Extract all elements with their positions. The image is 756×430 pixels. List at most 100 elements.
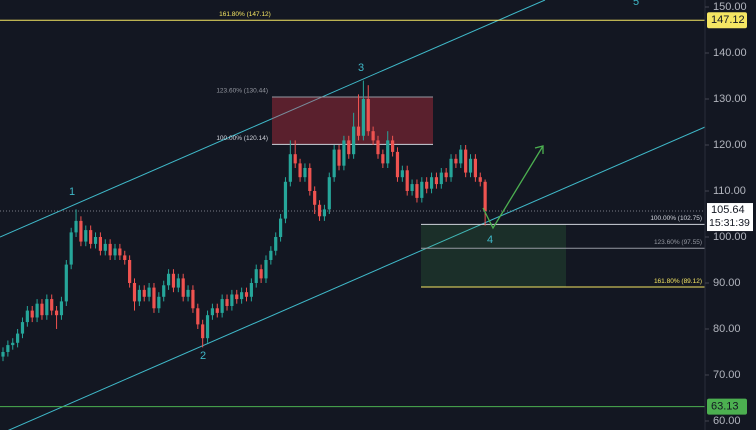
candle-body <box>225 299 229 306</box>
candle-body <box>240 292 244 300</box>
candle-body <box>444 172 448 178</box>
candle-body <box>298 163 302 178</box>
y-tick-label: 100.00 <box>713 231 747 243</box>
wave-label: 3 <box>358 62 364 74</box>
y-tick-label: 80.00 <box>713 323 741 335</box>
candle-body <box>356 126 361 136</box>
candle-body <box>210 308 215 316</box>
candle-body <box>89 230 93 244</box>
candle-body <box>93 236 98 244</box>
candle-body <box>293 154 297 164</box>
candle-body <box>400 170 404 178</box>
candle-body <box>137 289 141 302</box>
candle-body <box>347 140 351 155</box>
candle-body <box>74 220 78 233</box>
candle-body <box>322 209 327 217</box>
fib-label: 123.60% (97.55) <box>654 239 702 246</box>
price-tag-label: 63.13 <box>711 400 739 412</box>
candle-body <box>249 282 253 297</box>
wave-label: 1 <box>69 186 75 198</box>
candle-body <box>40 303 44 316</box>
candle-body <box>64 264 68 302</box>
candle-body <box>132 282 137 302</box>
candle-body <box>337 149 341 166</box>
candle-body <box>181 278 185 297</box>
candle-body <box>376 140 380 155</box>
last-price-label: 105.64 <box>711 204 745 216</box>
candle-body <box>113 248 117 256</box>
candle-body <box>244 292 249 297</box>
candle-body <box>6 345 10 352</box>
candle-body <box>283 181 288 219</box>
fib-zone <box>421 224 566 288</box>
candle-body <box>429 177 434 189</box>
y-tick-label: 140.00 <box>713 47 747 59</box>
candle-body <box>201 324 205 339</box>
candle-body <box>405 170 409 191</box>
candle-body <box>386 140 390 164</box>
fib-label: 123.60% (130.44) <box>216 88 268 95</box>
candle-body <box>98 236 102 251</box>
candle-body <box>16 333 20 343</box>
candle-body <box>269 250 273 260</box>
price-tag <box>707 398 747 415</box>
candle-body <box>103 243 107 251</box>
candle-body <box>332 149 336 178</box>
wave-label: 5 <box>633 0 639 8</box>
candle-body <box>35 303 39 318</box>
candle-body <box>454 158 458 164</box>
candle-body <box>235 294 239 300</box>
arrow-head <box>534 145 544 154</box>
candle-body <box>220 299 224 313</box>
projection-arrow <box>482 145 544 230</box>
y-tick-label: 130.00 <box>713 93 747 105</box>
candle-body <box>473 158 477 178</box>
price-tag-label: 147.12 <box>711 14 745 26</box>
candle-body <box>259 269 263 279</box>
candle-body <box>59 301 64 316</box>
candle-body <box>123 255 127 260</box>
candle-body <box>196 308 200 325</box>
candle-body <box>45 299 49 316</box>
candle-body <box>303 167 307 178</box>
candle-body <box>478 177 482 182</box>
y-tick-label: 70.00 <box>713 369 741 381</box>
candle-body <box>381 154 385 164</box>
candle-body <box>84 230 88 242</box>
candle-body <box>176 278 180 288</box>
fib-label: 100.00% (120.14) <box>216 135 268 142</box>
candle-body <box>410 184 414 191</box>
candle-body <box>439 172 443 185</box>
candle-body <box>215 308 219 313</box>
candle-body <box>25 310 29 323</box>
candle-body <box>468 158 473 173</box>
candle-body <box>361 98 365 136</box>
channel-upper <box>0 0 546 238</box>
candle-body <box>352 126 356 155</box>
candle-body <box>313 190 317 205</box>
candle-body <box>274 236 278 251</box>
candle-body <box>415 184 419 198</box>
last-price-tag <box>707 203 753 232</box>
y-tick-label: 150.00 <box>713 1 747 13</box>
candle-body <box>166 273 171 286</box>
countdown: 15:31:39 <box>709 217 750 229</box>
candle-body <box>30 310 34 318</box>
candle-body <box>50 299 54 311</box>
candle-body <box>128 259 132 283</box>
price-tag <box>707 12 747 29</box>
candle-body <box>395 151 400 178</box>
candle-body <box>434 177 439 185</box>
candle-body <box>464 149 468 173</box>
candle-body <box>278 218 283 237</box>
fib-label: 100.00% (102.75) <box>650 215 702 222</box>
candle-body <box>11 342 15 346</box>
candle-body <box>254 269 258 283</box>
candle-body <box>186 289 190 297</box>
candle-body <box>162 285 166 297</box>
candle-body <box>79 220 83 242</box>
y-tick-label: 60.00 <box>713 415 741 427</box>
channel-lower <box>7 126 706 430</box>
